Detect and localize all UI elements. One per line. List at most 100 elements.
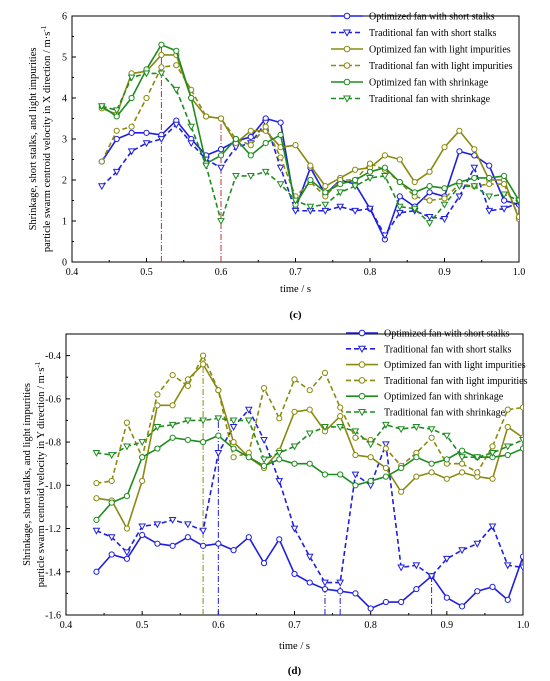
data-point [396, 178, 403, 186]
data-point [515, 197, 519, 205]
legend-swatch-marker [343, 62, 351, 69]
data-point [426, 168, 433, 175]
legend-item: Optimized fan with short stalks [346, 329, 510, 340]
data-point [138, 523, 147, 531]
data-point [352, 590, 359, 597]
x-tick-label: 0.4 [60, 620, 73, 631]
data-point [382, 441, 390, 449]
data-point [157, 70, 166, 78]
data-point [97, 103, 106, 111]
series-3 [93, 352, 523, 487]
data-point [306, 579, 313, 586]
legend-label: Traditional fan with light impurities [369, 61, 513, 72]
y-tick-label: -0.6 [45, 394, 61, 405]
data-point [128, 123, 135, 130]
y-tick-label: -0.8 [45, 438, 61, 449]
data-point [158, 41, 165, 48]
legend-swatch-marker [343, 78, 351, 86]
plot-area [97, 41, 519, 243]
legend-label: Optimized fan with light impurities [384, 360, 526, 371]
data-point [426, 183, 433, 190]
data-point [276, 181, 285, 189]
legend-swatch-marker [358, 377, 366, 384]
y-tick-label: 1 [62, 217, 67, 228]
data-point [455, 193, 464, 201]
legend-swatch-marker [358, 392, 366, 400]
legend-item: Traditional fan with light impurities [346, 376, 528, 387]
data-point [276, 536, 283, 543]
data-point [470, 164, 479, 172]
data-point [138, 439, 147, 447]
data-point [154, 391, 161, 398]
data-point [351, 207, 359, 215]
data-point [366, 160, 374, 167]
legend: Optimized fan with short stalks Tradition… [346, 329, 528, 419]
legend-item: Traditional fan with shrinkage [331, 94, 491, 105]
data-point [367, 605, 374, 612]
data-point [503, 443, 512, 451]
data-point [381, 152, 388, 159]
data-point [247, 142, 254, 149]
data-point [336, 424, 345, 431]
x-tick-label: 0.8 [364, 267, 377, 278]
panel-label: (c) [289, 309, 302, 321]
legend-label: Traditional fan with short stalks [384, 344, 512, 355]
data-point [501, 172, 508, 179]
data-point [337, 471, 344, 478]
panel-d: 0.4 0.5 0.6 0.7 0.8 0.9 1.0 -1.6 -1.4 -1.2 -1.0 -0.… [22, 329, 529, 678]
data-point [245, 454, 252, 461]
data-point [277, 131, 284, 138]
data-point [425, 220, 434, 228]
legend-label: Optimized fan with light impurities [369, 45, 511, 56]
data-point [458, 547, 466, 555]
data-point [321, 471, 329, 478]
data-point [474, 469, 481, 476]
data-point [142, 70, 151, 78]
x-tick-label: 0.6 [212, 620, 225, 631]
data-point [127, 148, 136, 156]
data-point [488, 449, 497, 457]
data-point [395, 203, 404, 211]
data-point [291, 460, 298, 467]
data-point [173, 47, 180, 54]
data-point [184, 417, 192, 425]
data-point [154, 402, 161, 409]
panel-label: (d) [288, 665, 302, 677]
data-point [169, 371, 176, 379]
x-tick-label: 0.9 [438, 267, 451, 278]
data-point [217, 146, 225, 153]
data-point [93, 480, 100, 487]
data-point [108, 499, 115, 506]
data-point [200, 542, 207, 549]
data-point [486, 174, 493, 182]
data-point [229, 417, 238, 425]
x-tick-label: 0.4 [66, 267, 79, 278]
data-point [500, 205, 508, 213]
data-point [336, 579, 345, 587]
data-point [92, 527, 101, 535]
data-point [474, 588, 481, 595]
data-point [336, 189, 345, 197]
data-point [443, 594, 450, 601]
data-point [276, 456, 283, 463]
data-point [262, 123, 269, 130]
data-point [351, 471, 360, 479]
data-point [337, 588, 344, 595]
data-point [489, 583, 496, 591]
y-tick-label: -1.4 [45, 567, 61, 578]
data-point [275, 449, 284, 457]
legend-item: Optimized fan with light impurities [346, 360, 526, 371]
x-tick-label: 1.0 [517, 620, 530, 631]
data-point [473, 540, 482, 548]
data-point [382, 598, 389, 606]
data-point [169, 402, 176, 409]
data-point [108, 551, 115, 558]
data-point [247, 152, 254, 159]
data-point [217, 164, 225, 172]
series-0 [93, 531, 523, 612]
data-point [443, 456, 450, 463]
data-point [107, 534, 116, 542]
data-point [172, 121, 181, 129]
data-point [276, 415, 283, 422]
